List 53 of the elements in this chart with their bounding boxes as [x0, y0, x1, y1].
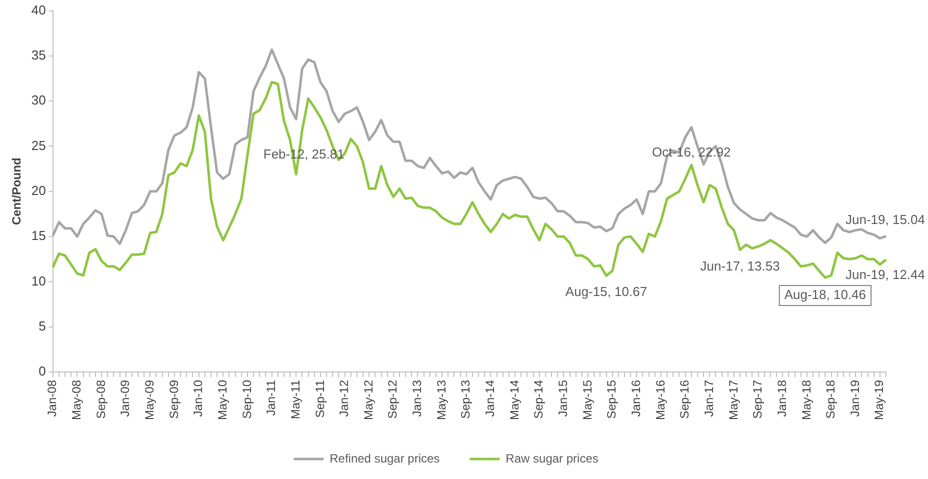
y-tick-label: 0 — [38, 364, 46, 379]
y-tick-label: 30 — [31, 92, 46, 108]
annotation: Aug-15, 10.67 — [565, 284, 648, 300]
legend-label: Refined sugar prices — [330, 451, 440, 466]
x-tick-label: Sep-18 — [824, 380, 838, 419]
x-tick-label: Sep-12 — [386, 380, 400, 419]
annotation: Jun-19, 12.44 — [845, 267, 926, 282]
x-tick-label: Sep-15 — [604, 380, 619, 419]
x-tick-label: May-13 — [434, 380, 448, 420]
x-tick-label: Jan-10 — [191, 380, 206, 417]
x-tick-label: Sep-10 — [240, 380, 254, 419]
x-tick-label: Jan-15 — [556, 380, 570, 417]
x-tick-label: Jan-19 — [848, 380, 862, 417]
x-tick-label: May-14 — [507, 380, 522, 420]
legend-label: Raw sugar prices — [506, 451, 598, 466]
x-tick-label: Sep-16 — [678, 380, 692, 419]
y-tick-label: 10 — [31, 273, 46, 288]
x-tick-label: Jan-12 — [337, 380, 352, 417]
x-tick-label: Jan-08 — [45, 380, 60, 417]
y-tick-label: 40 — [31, 2, 46, 18]
x-tick-label: Jan-17 — [702, 380, 716, 417]
y-tick-label: 5 — [38, 318, 46, 334]
x-tick-label: May-16 — [653, 380, 668, 420]
x-tick-label: May-15 — [580, 380, 594, 420]
x-tick-label: Sep-17 — [750, 380, 765, 419]
y-tick-label: 15 — [31, 228, 46, 244]
y-tick-label: 35 — [31, 48, 46, 63]
annotation: Oct-16, 22.92 — [652, 144, 731, 160]
annotation: Jun-19, 15.04 — [845, 212, 926, 227]
x-tick-label: May-12 — [361, 380, 376, 420]
x-tick-label: Jan-13 — [410, 380, 424, 417]
x-tick-label: May-09 — [142, 380, 156, 420]
y-tick-label: 25 — [31, 138, 46, 153]
x-tick-label: Jan-09 — [118, 380, 132, 417]
x-tick-label: May-19 — [872, 380, 886, 420]
x-tick-label: Sep-13 — [458, 380, 473, 419]
x-tick-label: Jan-18 — [774, 380, 789, 417]
x-tick-label: Jan-16 — [628, 380, 643, 417]
x-tick-label: May-11 — [288, 380, 302, 420]
x-tick-label: Sep-08 — [94, 380, 108, 419]
y-tick-label: 20 — [31, 182, 46, 198]
x-tick-label: May-10 — [215, 380, 230, 420]
annotation: Aug-18, 10.46 — [784, 287, 866, 302]
x-tick-label: May-08 — [70, 380, 84, 420]
x-tick-label: Jan-14 — [483, 380, 498, 417]
x-tick-label: Sep-14 — [532, 380, 546, 419]
x-tick-label: May-18 — [799, 380, 814, 420]
x-tick-label: Jan-11 — [264, 380, 278, 416]
x-tick-label: Sep-11 — [312, 380, 327, 418]
x-tick-label: Sep-09 — [166, 380, 181, 419]
y-axis-title: Cent/Pound — [10, 158, 24, 226]
x-tick-label: May-17 — [726, 380, 740, 420]
annotation: Jun-17, 13.53 — [700, 258, 780, 274]
